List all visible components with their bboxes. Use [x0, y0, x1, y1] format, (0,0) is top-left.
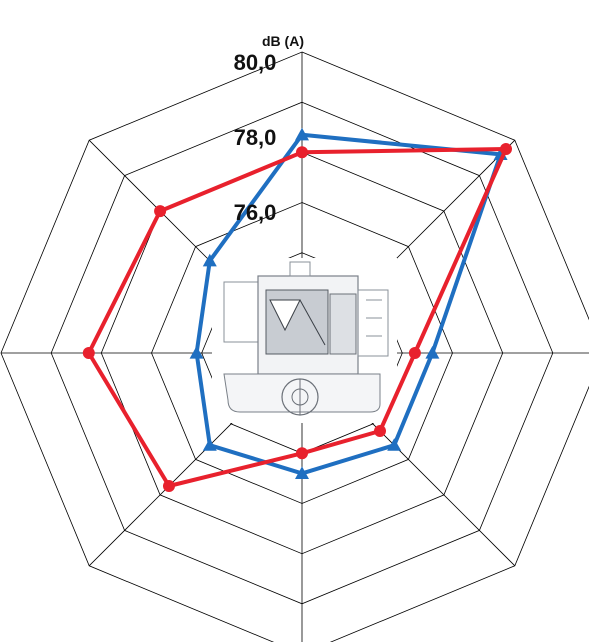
series-2-point-3	[408, 347, 421, 359]
series-1-point-6	[202, 438, 217, 451]
series-1-point-5	[295, 466, 309, 479]
series-2-point-5	[296, 447, 308, 460]
series-1-point-1	[295, 127, 309, 141]
tick-label-76: 76,0	[234, 200, 277, 225]
radar-ring-74	[151, 202, 453, 504]
radar-ring-80	[0, 51, 589, 642]
unit-label: dB (A)	[262, 33, 304, 49]
series-2-point-6	[163, 480, 175, 492]
tick-label-80: 80,0	[234, 50, 277, 75]
series-2-point-8	[154, 205, 167, 218]
series-1-point-7	[189, 346, 204, 359]
radar-ring-78	[50, 101, 554, 605]
device-diagram-image	[212, 258, 397, 423]
tick-label-78: 78,0	[234, 125, 277, 150]
series-2-point-4	[374, 425, 386, 437]
series-2-point-7	[82, 347, 95, 359]
radar-series	[82, 127, 512, 492]
series-1-point-4	[387, 438, 402, 451]
series-1-point-3	[425, 346, 440, 359]
series-2-point-1	[296, 146, 308, 159]
series-2-point-2	[500, 143, 512, 155]
series-1-point-8	[202, 253, 217, 267]
